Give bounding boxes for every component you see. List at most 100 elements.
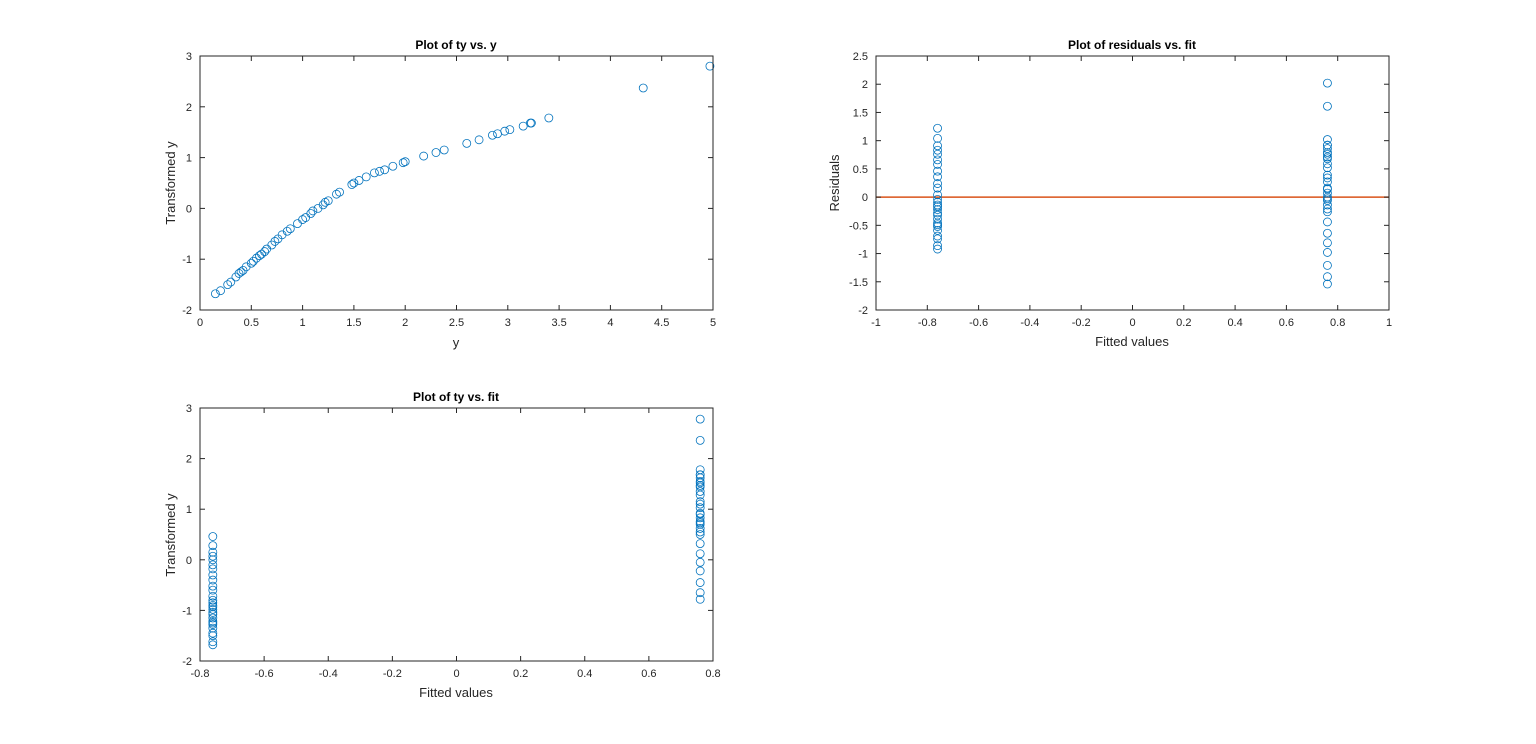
data-point: [1323, 170, 1332, 180]
x-tick-label: -0.8: [191, 668, 210, 680]
data-point: [933, 214, 942, 224]
data-point: [208, 623, 218, 633]
data-point: [933, 166, 942, 176]
data-point: [1323, 217, 1332, 227]
data-point: [933, 141, 942, 151]
data-point: [695, 503, 705, 513]
y-tick-label: -2: [182, 305, 192, 317]
data-point: [208, 613, 218, 623]
data-point: [933, 183, 942, 193]
subplot-residuals-vs-fit: Plot of residuals vs. fit Fitted values …: [827, 38, 1392, 349]
axes-plot-area[interactable]: 0 0.5 1 1.5 2 2.5 3 3.5 4 4.5 5 -2 -1 0 1 2 3: [182, 51, 716, 329]
x-axis-label: Fitted values: [1095, 334, 1169, 349]
data-point: [257, 249, 266, 259]
y-tick-label: 0: [186, 203, 192, 215]
y-tick-label: -1: [182, 254, 192, 266]
data-point: [208, 532, 218, 541]
data-point: [419, 151, 429, 161]
data-point: [933, 123, 942, 133]
data-point: [208, 595, 218, 605]
data-point: [933, 210, 942, 220]
data-point: [695, 414, 705, 424]
data-point: [208, 640, 218, 650]
data-point: [208, 555, 218, 565]
data-point: [933, 244, 942, 254]
data-point: [226, 277, 236, 287]
data-point: [380, 165, 390, 175]
data-point: [1323, 228, 1332, 238]
y-tick-label: -1: [182, 605, 192, 617]
chart-title: Plot of residuals vs. fit: [1068, 38, 1196, 52]
data-point: [1323, 163, 1332, 173]
data-point: [1323, 238, 1332, 248]
data-point: [293, 219, 302, 229]
y-tick-label: -2: [858, 305, 868, 317]
x-tick-label: 4.5: [654, 317, 669, 329]
data-point: [695, 487, 705, 496]
y-tick-label: 0: [186, 555, 192, 567]
data-point: [208, 551, 218, 561]
data-point: [262, 244, 272, 254]
data-point: [208, 617, 218, 626]
data-point: [695, 497, 705, 507]
y-tick-label: -0.5: [849, 220, 868, 232]
data-point: [695, 508, 705, 518]
y-tick-label: 1: [862, 136, 868, 148]
data-point: [246, 258, 256, 268]
data-point: [695, 557, 705, 567]
data-point: [695, 530, 705, 539]
data-point: [248, 256, 258, 266]
x-axis-label: Fitted values: [419, 685, 493, 700]
y-tick-label: 3: [186, 403, 192, 415]
axes-plot-area[interactable]: -0.8 -0.6 -0.4 -0.2 0 0.2 0.4 0.6 0.8 -2 -1 0 1 2 3: [182, 403, 720, 680]
data-point: [208, 591, 218, 601]
data-point: [208, 541, 218, 551]
data-point: [354, 176, 364, 185]
data-point: [1323, 144, 1332, 153]
x-tick-label: 0.6: [641, 668, 656, 680]
y-tick-label: 2: [862, 79, 868, 91]
x-tick-label: 0.2: [1176, 317, 1191, 329]
data-point: [1323, 154, 1332, 164]
data-point: [1323, 78, 1332, 88]
data-point: [933, 134, 942, 143]
data-point: [933, 179, 942, 188]
y-tick-label: 2.5: [853, 51, 868, 63]
data-point: [695, 578, 705, 587]
axes-plot-area[interactable]: -1 -0.8 -0.6 -0.4 -0.2 0 0.2 0.4 0.6 0.8 1 -2 -1.5 -1…: [849, 51, 1392, 329]
data-point: [270, 237, 280, 246]
data-point: [208, 631, 218, 641]
data-point: [439, 145, 449, 155]
y-tick-label: 0: [862, 192, 868, 204]
data-point: [933, 149, 942, 159]
data-point: [1323, 101, 1332, 111]
x-tick-label: 1: [1386, 317, 1392, 329]
data-point: [223, 280, 233, 290]
x-tick-label: 0.8: [705, 668, 720, 680]
data-point: [695, 481, 705, 490]
chart-title: Plot of ty vs. y: [415, 38, 497, 52]
data-point: [695, 470, 705, 480]
x-tick-label: 0.6: [1279, 317, 1294, 329]
y-tick-label: -1.5: [849, 277, 868, 289]
data-point: [462, 138, 472, 148]
x-axis-label: y: [453, 335, 460, 350]
x-tick-label: -0.8: [918, 317, 937, 329]
x-tick-label: -0.2: [383, 668, 402, 680]
data-point: [1323, 272, 1332, 282]
x-tick-label: 0.2: [513, 668, 528, 680]
x-tick-label: 1.5: [346, 317, 361, 329]
data-point: [208, 598, 218, 608]
data-point: [695, 566, 705, 576]
y-tick-label: 2: [186, 454, 192, 466]
data-point: [695, 465, 705, 475]
data-point: [705, 61, 715, 71]
data-point: [388, 161, 398, 171]
data-point: [1323, 261, 1332, 270]
x-tick-label: -0.2: [1072, 317, 1091, 329]
data-point: [1323, 204, 1332, 214]
data-point: [208, 575, 218, 585]
data-point: [208, 564, 218, 574]
data-point: [695, 513, 705, 523]
